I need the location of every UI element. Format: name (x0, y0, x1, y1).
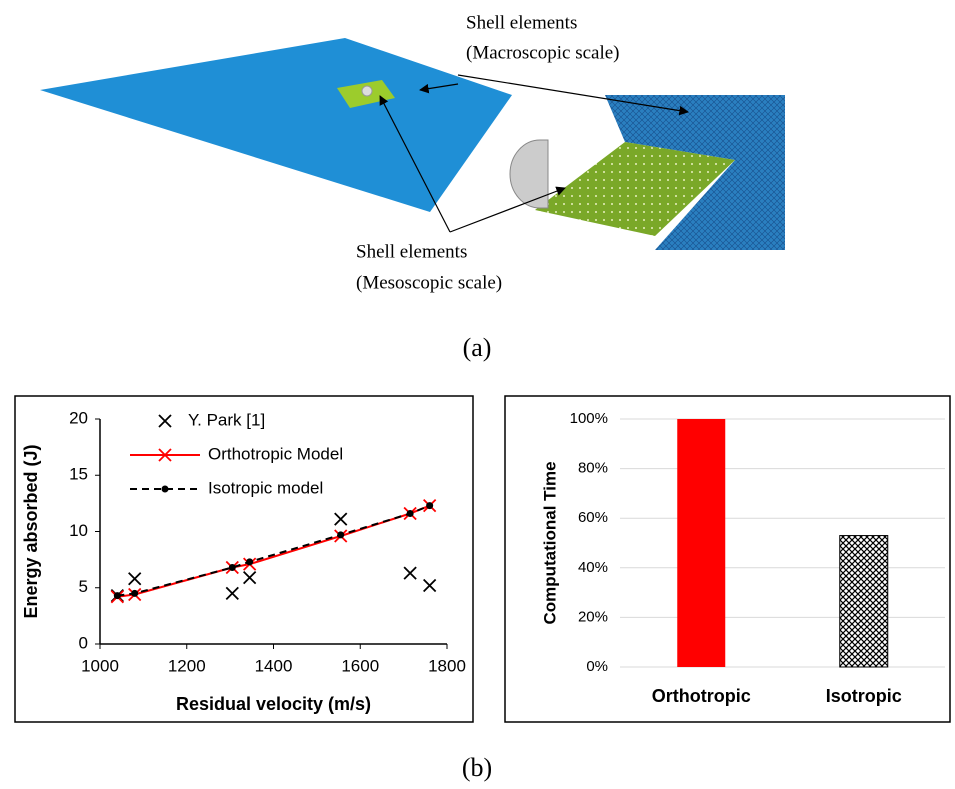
arrow (379, 95, 451, 233)
marker (426, 502, 434, 510)
caption: (a) (463, 333, 492, 362)
y-tick-label: 60% (578, 509, 608, 526)
y-tick-label: 0% (586, 658, 608, 675)
x-axis-title: Residual velocity (m/s) (176, 694, 371, 714)
series-line (117, 504, 431, 598)
bar (839, 535, 889, 668)
marker (403, 566, 417, 580)
marker (243, 570, 257, 585)
chart-frame (14, 395, 474, 723)
projectile (361, 85, 373, 97)
x-tick-label: 1600 (341, 656, 379, 675)
macro-mesh (605, 95, 785, 250)
x-tick-label: 1800 (428, 656, 466, 675)
caption: (b) (462, 753, 492, 782)
marker (225, 586, 239, 601)
marker (334, 512, 348, 526)
marker (228, 564, 236, 571)
marker (131, 589, 139, 597)
x-tick-label: 1200 (168, 656, 206, 675)
arrow (449, 186, 566, 233)
y-axis-title: Computational Time (540, 461, 559, 624)
macro-plate (40, 38, 512, 212)
legend-marker (158, 414, 172, 428)
y-tick-label: 10 (69, 521, 88, 540)
y-tick-label: 0 (79, 633, 88, 652)
marker (423, 578, 437, 593)
chart-frame (504, 395, 951, 723)
marker (246, 558, 254, 566)
label: (Macroscopic scale) (466, 42, 620, 63)
label: (Mesoscopic scale) (356, 272, 502, 293)
marker (406, 510, 414, 517)
label: Shell elements (466, 12, 577, 33)
y-tick-label: 5 (79, 577, 88, 596)
y-tick-label: 20 (69, 408, 88, 427)
series-line (117, 504, 431, 597)
y-tick-label: 80% (578, 460, 608, 477)
x-tick-label: Isotropic (826, 686, 902, 706)
arrow (419, 83, 459, 94)
marker (113, 592, 121, 600)
legend-marker (161, 485, 169, 493)
legend-label: Y. Park [1] (188, 410, 265, 429)
hemisphere (509, 139, 549, 209)
label: Shell elements (356, 241, 467, 262)
bar (677, 419, 726, 667)
marker (337, 531, 345, 539)
legend-marker (158, 448, 172, 462)
arrow (457, 74, 689, 116)
legend-label: Isotropic model (208, 478, 323, 497)
y-tick-label: 20% (578, 608, 608, 625)
x-tick-label: 1000 (81, 656, 119, 675)
legend-label: Orthotropic Model (208, 444, 343, 463)
diagram: Shell elements (Macroscopic scale) Shell… (40, 12, 785, 293)
y-axis-title: Energy absorbed (J) (21, 444, 41, 618)
x-tick-label: Orthotropic (652, 686, 751, 706)
meso-mesh (535, 142, 735, 236)
x-tick-label: 1400 (255, 656, 293, 675)
marker (128, 572, 142, 586)
y-tick-label: 15 (69, 465, 88, 484)
y-tick-label: 100% (570, 410, 608, 427)
y-tick-label: 40% (578, 559, 608, 576)
